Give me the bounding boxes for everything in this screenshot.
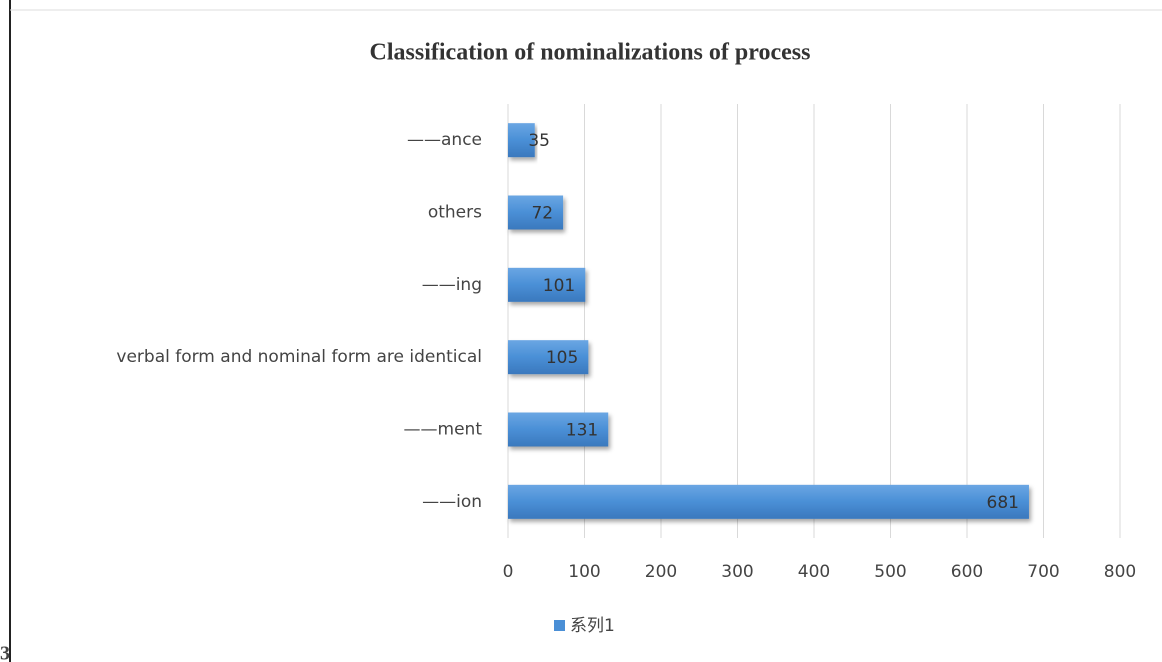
x-tick-label: 0	[503, 562, 514, 582]
x-tick-label: 400	[798, 562, 830, 582]
bar	[508, 267, 586, 302]
data-label: 72	[531, 204, 553, 224]
legend-swatch	[554, 620, 565, 631]
data-label: 131	[566, 421, 598, 441]
y-tick-label: others	[428, 203, 482, 223]
figure-label: 3	[0, 643, 10, 662]
x-tick-label: 700	[1027, 562, 1059, 582]
x-tick-label: 800	[1104, 562, 1136, 582]
legend-label: 系列1	[570, 616, 615, 636]
y-tick-label: ——ment	[404, 420, 483, 440]
chart-title: Classification of nominalizations of pro…	[370, 40, 811, 66]
data-label: 105	[546, 348, 578, 368]
x-tick-label: 500	[874, 562, 906, 582]
data-label: 681	[987, 493, 1019, 513]
x-tick-label: 100	[568, 562, 600, 582]
bar	[508, 195, 564, 230]
bar	[508, 340, 589, 375]
bar	[508, 123, 535, 158]
y-tick-label: verbal form and nominal form are identic…	[116, 347, 482, 367]
x-tick-label: 600	[951, 562, 983, 582]
y-tick-label: ——ing	[422, 275, 482, 295]
bar	[508, 484, 1029, 519]
data-label: 35	[528, 131, 550, 151]
y-tick-label: ——ance	[407, 130, 482, 150]
y-tick-label: ——ion	[422, 492, 482, 512]
x-tick-label: 300	[721, 562, 753, 582]
x-tick-label: 200	[645, 562, 677, 582]
bar	[508, 412, 609, 447]
data-label: 101	[543, 276, 575, 296]
